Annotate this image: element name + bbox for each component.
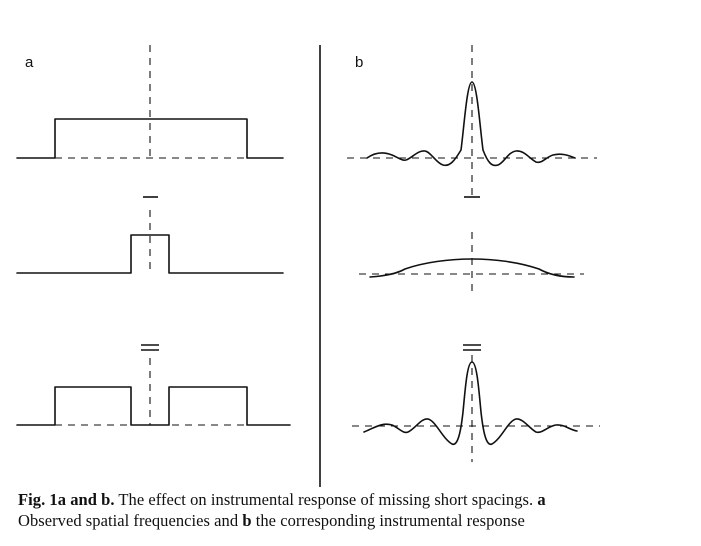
figure-1: a b [0, 0, 701, 490]
caption-text-3: the corresponding instrumental response [252, 511, 525, 530]
panel-a-label: a [25, 54, 34, 71]
panel-b-row-3-response-curve [364, 362, 577, 444]
panel-a-row-3-difference [17, 358, 290, 425]
caption-text-1: The effect on instrumental response of m… [115, 490, 538, 509]
panel-b-row-2-short-spacings [359, 232, 584, 296]
caption-bold-a: a [537, 490, 545, 509]
panel-b-row-3-difference [352, 355, 600, 462]
panel-b-row-1-full-aperture [347, 45, 597, 195]
caption-figure-label: Fig. 1a and b. [18, 490, 115, 509]
panel-a-row-2-short-spacings [17, 210, 283, 273]
caption-text-2: Observed spatial frequencies and [18, 511, 242, 530]
panel-b-label: b [355, 54, 363, 71]
panel-a [17, 45, 290, 425]
panel-a-row-1-full-aperture [17, 45, 283, 158]
figure-caption: Fig. 1a and b. The effect on instrumenta… [18, 489, 688, 531]
caption-bold-b: b [242, 511, 251, 530]
panel-b-row-1-response-curve [367, 82, 575, 165]
panel-a-row-3-box-function [17, 387, 290, 425]
panel-b [347, 45, 600, 462]
